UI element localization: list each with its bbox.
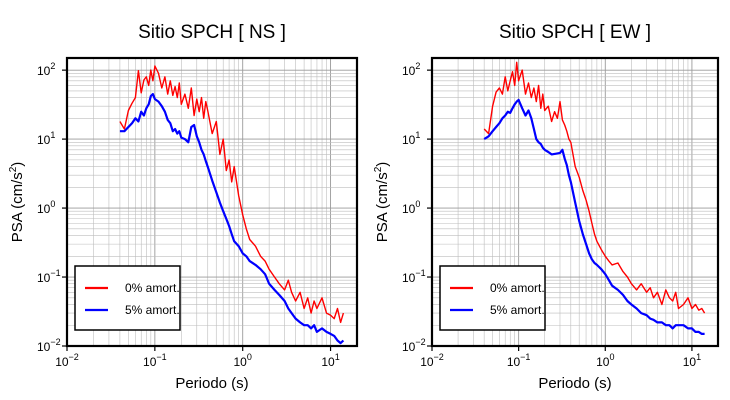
- panel2-y-tick-label: 101: [402, 130, 420, 147]
- panel1-y-axis-label: PSA (cm/s2): [8, 162, 26, 243]
- panel2-x-tick-label: 101: [683, 352, 701, 369]
- panel1-ticks: 10−2 10−1 100 101 10−2 10−1 100 101 102: [37, 61, 340, 369]
- panel2-series-five-percent-damping-line: [483, 98, 705, 335]
- panel1-legend-label-1: 0% amort.: [125, 281, 180, 295]
- panel1-legend: 0% amort. 5% amort.: [74, 265, 181, 331]
- panel1-legend-label-2: 5% amort.: [125, 303, 180, 317]
- panel2-plot-frame: [430, 56, 720, 348]
- panel2-ticks: 10−2 10−1 100 101 10−2 10−1 100 101 102: [402, 61, 701, 369]
- panel2-x-tick-label: 100: [596, 352, 614, 369]
- panel2-y-tick-label: 102: [402, 61, 420, 78]
- panel1-y-tick-label: 102: [37, 61, 55, 78]
- panel2-x-tick-label: 10−2: [420, 352, 444, 369]
- panel1-y-tick-label: 101: [37, 130, 55, 147]
- panel2-series-zero-damping-line: [483, 61, 706, 314]
- panel1-legend-box: [74, 265, 181, 331]
- panel2-y-axis-label: PSA (cm/s2): [373, 162, 391, 243]
- panel2-legend-label-1: 0% amort.: [490, 281, 545, 295]
- panel1-y-tick-label: 10−1: [37, 268, 61, 285]
- panel1-y-tick-label: 10−2: [37, 337, 61, 354]
- panel1-x-tick-label: 10−1: [143, 352, 167, 369]
- panel1-x-tick-label: 101: [321, 352, 339, 369]
- panel2-x-tick-label: 10−1: [507, 352, 531, 369]
- panel2-chart: 10−2 10−1 100 101 10−2 10−1 100 101 102 Sitio SPC…: [373, 22, 720, 392]
- panel1-plot-frame: [65, 56, 359, 348]
- panel2-y-tick-label: 100: [402, 199, 420, 216]
- panel1-title: Sitio SPCH [ NS ]: [138, 22, 286, 43]
- panel1-chart: 10−2 10−1 100 101 10−2 10−1 100 101 102 Sitio SPC…: [8, 22, 359, 392]
- panel2-y-tick-label: 10−2: [402, 337, 426, 354]
- panel1-grid: [66, 58, 358, 347]
- panel2-title: Sitio SPCH [ EW ]: [499, 22, 651, 43]
- panel1-x-tick-label: 10−2: [55, 352, 79, 369]
- panel2-legend-box: [439, 265, 546, 331]
- panel1-x-tick-label: 100: [234, 352, 252, 369]
- panel2-x-axis-label: Periodo (s): [538, 375, 611, 392]
- panel2-legend-label-2: 5% amort.: [490, 303, 545, 317]
- panel1-x-axis-label: Periodo (s): [175, 375, 248, 392]
- panel2-y-tick-label: 10−1: [402, 268, 426, 285]
- panel2-legend: 0% amort. 5% amort.: [439, 265, 546, 331]
- panel1-y-tick-label: 100: [37, 199, 55, 216]
- panel1-series-five-percent-damping-line: [119, 92, 345, 345]
- panel1-series-zero-damping-line: [119, 65, 345, 324]
